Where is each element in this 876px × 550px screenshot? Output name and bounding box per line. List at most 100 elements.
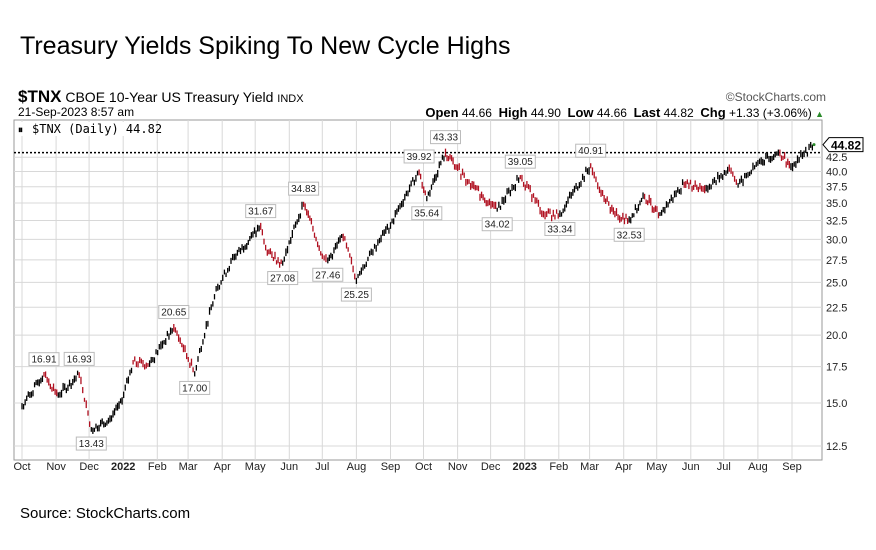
- y-tick-label: 32.5: [826, 215, 847, 227]
- x-tick-label: Jun: [682, 461, 700, 473]
- annotation-box: [430, 130, 461, 145]
- high-value: 44.90: [530, 106, 561, 120]
- x-tick-label: May: [245, 461, 266, 473]
- x-tick-label: Feb: [549, 461, 568, 473]
- chg-value: +1.33 (+3.06%): [729, 106, 812, 120]
- annotation-box: [403, 149, 435, 164]
- annotation-label: 34.83: [291, 184, 316, 195]
- x-tick-label: 2023: [512, 461, 536, 473]
- last-value: 44.82: [663, 106, 694, 120]
- symbol: $TNX: [18, 87, 62, 106]
- annotation-box: [504, 154, 536, 169]
- annotation-box: [63, 351, 95, 366]
- page-title: Treasury Yields Spiking To New Cycle Hig…: [20, 32, 511, 60]
- annotation-box: [411, 206, 443, 221]
- y-tick-label: 15.0: [826, 398, 847, 410]
- x-tick-label: Mar: [179, 461, 198, 473]
- annotation-box: [245, 204, 277, 219]
- ohlc-legend-icon: ⏸: [18, 125, 23, 136]
- up-arrow-icon: ▲: [815, 109, 824, 119]
- annotation-label: 40.91: [578, 146, 603, 157]
- annotation-label: 27.08: [270, 274, 295, 285]
- high-label: High: [498, 105, 528, 120]
- annotation-label: 31.67: [248, 207, 273, 218]
- x-tick-label: Apr: [214, 461, 231, 473]
- source-note: Source: StockCharts.com: [20, 505, 191, 522]
- last-value-tag: [822, 137, 864, 153]
- x-tick-label: Nov: [46, 461, 66, 473]
- annotation-label: 25.25: [344, 290, 369, 301]
- low-value: 44.66: [596, 106, 627, 120]
- annotation-label: 33.34: [547, 224, 572, 235]
- x-tick-label: Apr: [615, 461, 632, 473]
- annotation-label: 17.00: [182, 383, 207, 394]
- x-tick-label: Sep: [381, 461, 401, 473]
- last-price-dot: [812, 143, 816, 147]
- annotation-box: [288, 181, 320, 196]
- x-tick-label: Aug: [347, 461, 367, 473]
- annotation-box: [544, 221, 576, 236]
- annotation-box: [179, 380, 211, 395]
- y-tick-label: 42.5: [826, 152, 847, 164]
- annotation-label: 39.92: [407, 152, 432, 163]
- open-value: 44.66: [461, 106, 492, 120]
- x-tick-label: May: [646, 461, 667, 473]
- exchange: INDX: [277, 93, 304, 105]
- annotation-box: [267, 271, 299, 286]
- last-label: Last: [633, 105, 661, 120]
- annotation-label: 39.05: [508, 157, 533, 168]
- open-label: Open: [425, 105, 459, 120]
- brand: ©StockCharts.com: [725, 90, 826, 104]
- annotation-label: 34.02: [485, 220, 510, 231]
- ohlc-readout: Open 44.66 High 44.90 Low 44.66 Last 44.…: [425, 105, 824, 120]
- x-tick-label: Nov: [448, 461, 468, 473]
- y-tick-label: 30.0: [826, 234, 847, 246]
- annotation-box: [613, 227, 645, 242]
- low-label: Low: [567, 105, 594, 120]
- datetime: 21-Sep-2023 8:57 am: [18, 105, 135, 119]
- annotation-box: [158, 305, 190, 320]
- chg-label: Chg: [700, 105, 726, 120]
- x-tick-label: Dec: [79, 461, 99, 473]
- y-tick-label: 22.5: [826, 302, 847, 314]
- y-tick-label: 25.0: [826, 277, 847, 289]
- annotation-box: [481, 217, 513, 232]
- x-tick-label: Jun: [280, 461, 298, 473]
- x-tick-label: Oct: [415, 461, 432, 473]
- annotation-label: 35.64: [414, 209, 439, 220]
- x-tick-label: Feb: [148, 461, 167, 473]
- y-tick-label: 20.0: [826, 330, 847, 342]
- annotation-label: 13.43: [79, 439, 104, 450]
- annotation-label: 16.93: [67, 354, 92, 365]
- annotation-label: 43.33: [433, 133, 458, 144]
- x-tick-label: Aug: [748, 461, 768, 473]
- symbol-header: $TNX CBOE 10-Year US Treasury Yield INDX: [18, 87, 304, 107]
- annotation-label: 27.46: [315, 270, 340, 281]
- legend-bg: [16, 122, 156, 136]
- legend-label: $TNX (Daily) 44.82: [32, 122, 162, 136]
- y-tick-label: 40.0: [826, 166, 847, 178]
- annotation-box: [575, 143, 607, 158]
- y-tick-label: 35.0: [826, 198, 847, 210]
- symbol-name: CBOE 10-Year US Treasury Yield: [65, 89, 274, 105]
- y-tick-label: 27.5: [826, 255, 847, 267]
- x-tick-label: Sep: [782, 461, 802, 473]
- annotation-label: 16.91: [31, 355, 56, 366]
- x-tick-label: Mar: [580, 461, 599, 473]
- y-tick-label: 12.5: [826, 441, 847, 453]
- y-tick-label: 17.5: [826, 362, 847, 374]
- x-tick-label: Oct: [13, 461, 30, 473]
- last-value-label: 44.82: [831, 139, 861, 153]
- x-tick-label: Jul: [315, 461, 329, 473]
- annotation-box: [340, 287, 372, 302]
- annotation-label: 32.53: [617, 230, 642, 241]
- x-tick-label: 2022: [111, 461, 135, 473]
- y-tick-label: 37.5: [826, 182, 847, 194]
- annotation-label: 20.65: [161, 308, 186, 319]
- annotation-box: [28, 352, 60, 367]
- x-tick-label: Dec: [481, 461, 501, 473]
- x-tick-label: Jul: [717, 461, 731, 473]
- annotation-box: [75, 436, 107, 451]
- annotation-box: [312, 267, 344, 282]
